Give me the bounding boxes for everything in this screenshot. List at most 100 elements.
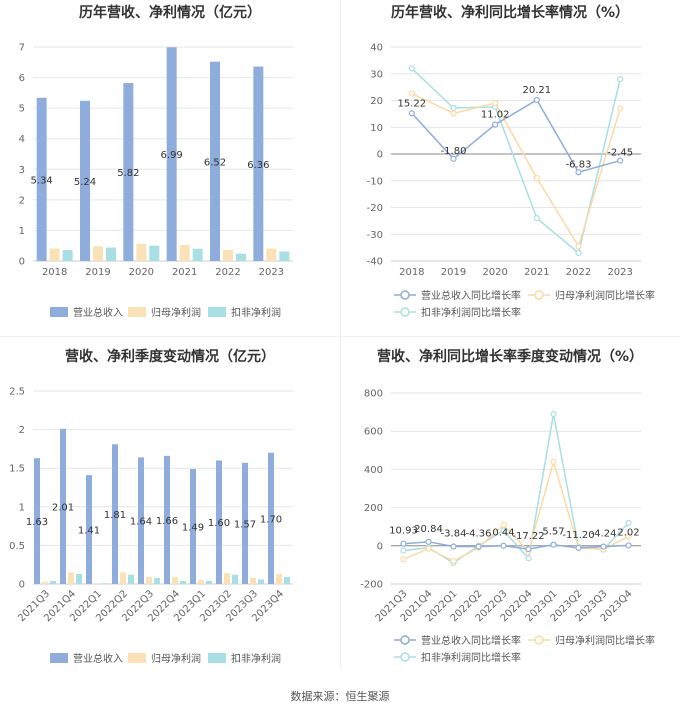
data-label: -4.24 — [591, 529, 617, 540]
legend-marker — [400, 635, 410, 645]
data-label: 2.01 — [52, 502, 74, 513]
point-netprofit — [408, 90, 415, 97]
data-label: 1.64 — [130, 517, 152, 528]
bar-netprofit — [93, 246, 103, 261]
point-revenue — [450, 155, 457, 162]
x-tick-label: 2021 — [524, 267, 549, 278]
y-tick-label: -20 — [367, 203, 383, 214]
legend-marker — [534, 290, 544, 300]
y-tick-label: 200 — [364, 503, 383, 514]
bar-deducted — [154, 577, 160, 584]
point-revenue — [600, 543, 607, 550]
legend-marker — [534, 635, 544, 645]
point-revenue — [575, 169, 582, 176]
bar-revenue — [34, 458, 40, 584]
horizontal-divider — [0, 336, 680, 337]
bar-deducted — [149, 245, 160, 261]
data-label: 6.52 — [204, 157, 226, 168]
data-label: 10.93 — [389, 526, 418, 537]
x-tick-label: 2022 — [566, 267, 591, 278]
point-deducted — [500, 527, 507, 534]
series-line-revenue — [403, 541, 629, 550]
bar-netprofit — [198, 580, 204, 584]
bar-revenue — [253, 66, 264, 262]
point-revenue — [625, 542, 632, 549]
y-tick-label: 600 — [364, 427, 383, 438]
data-label: 5.34 — [31, 175, 53, 186]
point-revenue — [425, 538, 432, 545]
legend-swatch — [50, 307, 68, 317]
quarterly-growth-rate-chart: 营收、净利同比增长率季度变动情况（%） -200 0 200 400 600 800 202… — [340, 344, 680, 684]
legend-label: 营业总收入同比增长率 — [421, 634, 521, 647]
point-revenue — [525, 545, 532, 553]
chart-title: 营收、净利同比增长率季度变动情况（%） — [376, 349, 644, 365]
point-revenue — [408, 110, 415, 117]
y-tick-label: 400 — [364, 465, 383, 476]
data-label: -6.83 — [566, 159, 592, 170]
legend-marker — [400, 652, 410, 662]
data-label: 1.49 — [182, 522, 204, 533]
annual-revenue-profit-chart: 历年营收、净利情况（亿元） 0 1 2 3 4 5 6 7 2018 2019 2020 2021 20… — [0, 0, 340, 340]
bar-revenue — [210, 61, 220, 261]
data-label: -11.20 — [562, 530, 594, 541]
y-tick-label: 0 — [377, 541, 383, 552]
y-tick-label: 0.5 — [9, 541, 25, 552]
bar-revenue — [268, 452, 274, 584]
x-tick-label: 2020 — [129, 267, 154, 278]
bar-revenue — [123, 83, 134, 262]
point-netprofit — [492, 100, 499, 107]
bar-netprofit — [276, 573, 282, 584]
bar-netprofit — [223, 249, 233, 261]
y-tick-label: 1.5 — [9, 464, 25, 475]
legend-swatch — [208, 307, 226, 317]
legend-label: 归母净利润同比增长率 — [555, 289, 655, 302]
legend-label: 归母净利润 — [151, 652, 201, 665]
bar-deducted — [232, 574, 238, 584]
legend-marker — [400, 290, 410, 300]
bar-deducted — [236, 253, 246, 261]
legend-label: 归母净利润同比增长率 — [555, 634, 655, 647]
point-deducted — [625, 519, 632, 526]
bar-netprofit — [179, 245, 190, 261]
point-deducted — [533, 215, 540, 222]
point-revenue — [475, 543, 482, 550]
bar-netprofit — [266, 248, 277, 261]
legend-label: 营业总收入 — [73, 652, 123, 665]
bar-deducted — [50, 580, 56, 584]
bar-deducted — [62, 249, 73, 261]
y-tick-label: 1 — [19, 502, 25, 513]
data-label: 2.02 — [617, 527, 639, 538]
legend-label: 扣非净利润 — [231, 652, 281, 665]
point-netprofit — [400, 556, 407, 563]
point-deducted — [617, 75, 624, 83]
series-line-netprofit — [411, 92, 621, 249]
y-tick-label: 7 — [19, 43, 25, 54]
bar-netprofit — [94, 583, 100, 584]
y-tick-label: -30 — [367, 230, 383, 241]
point-revenue — [450, 543, 457, 550]
bar-deducted — [258, 579, 264, 584]
y-tick-label: 6 — [19, 73, 25, 84]
point-revenue — [550, 541, 557, 548]
data-label: 1.41 — [78, 526, 100, 537]
bar-deducted — [206, 580, 212, 584]
legend-label: 营业总收入同比增长率 — [421, 289, 521, 302]
data-source: 数据来源：恒生聚源 — [290, 690, 390, 703]
y-tick-label: 30 — [370, 69, 383, 80]
point-revenue — [617, 157, 624, 164]
data-label: 1.81 — [104, 510, 126, 521]
bar-netprofit — [42, 581, 48, 584]
legend-label: 扣非净利润同比增长率 — [421, 651, 521, 664]
bar-netprofit — [136, 243, 147, 261]
chart-svg: 00.511.522.52021Q32021Q42022Q12022Q22022… — [9, 387, 293, 665]
y-tick-label: 10 — [370, 123, 383, 134]
bar-revenue — [242, 462, 248, 584]
data-label: 1.66 — [156, 516, 178, 527]
data-label: 20.84 — [414, 524, 443, 535]
bar-revenue — [190, 468, 196, 584]
y-tick-label: 1 — [19, 226, 25, 237]
bar-deducted — [128, 574, 134, 584]
x-tick-label: 2023 — [607, 267, 632, 278]
data-label: 15.22 — [398, 98, 427, 109]
data-label: -3.84 — [441, 529, 467, 540]
